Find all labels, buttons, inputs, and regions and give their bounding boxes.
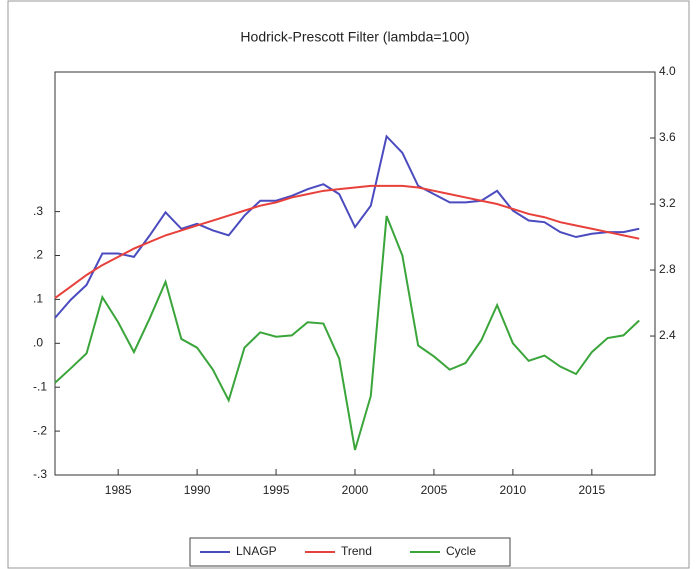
y2-tick-label: 2.8 [659,262,676,276]
y-tick-label: -.1 [33,379,47,393]
plot-area [54,71,656,476]
x-tick-label: 2015 [578,483,605,497]
y2-tick-label: 4.0 [659,64,676,78]
series-line [54,215,640,451]
legend [189,537,511,567]
y2-tick-label: 3.6 [659,130,676,144]
legend-label: Cycle [446,544,476,558]
x-tick-label: 2010 [500,483,527,497]
y-tick-label: .0 [33,335,43,349]
series-line [54,184,640,299]
legend-label: LNAGP [236,544,277,558]
x-tick-label: 2005 [421,483,448,497]
y-tick-label: .3 [33,204,43,218]
y2-tick-label: 3.2 [659,196,676,210]
y-tick-label: .2 [33,248,43,262]
chart-title: Hodrick-Prescott Filter (lambda=100) [240,29,469,45]
x-tick-label: 1990 [184,483,211,497]
x-tick-label: 1985 [105,483,132,497]
y-tick-label: -.3 [33,467,47,481]
y-tick-label: .1 [33,292,43,306]
y2-tick-label: 2.4 [659,328,676,342]
series-line [54,134,640,319]
y-tick-label: -.2 [33,423,47,437]
legend-label: Trend [341,544,372,558]
x-tick-label: 1995 [263,483,290,497]
x-tick-label: 2000 [342,483,369,497]
